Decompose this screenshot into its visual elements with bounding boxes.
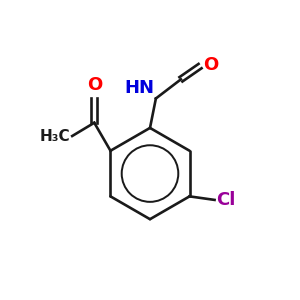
Text: O: O bbox=[87, 76, 102, 94]
Text: O: O bbox=[204, 56, 219, 74]
Text: H₃C: H₃C bbox=[39, 128, 70, 143]
Text: HN: HN bbox=[124, 79, 154, 97]
Text: Cl: Cl bbox=[216, 191, 236, 209]
